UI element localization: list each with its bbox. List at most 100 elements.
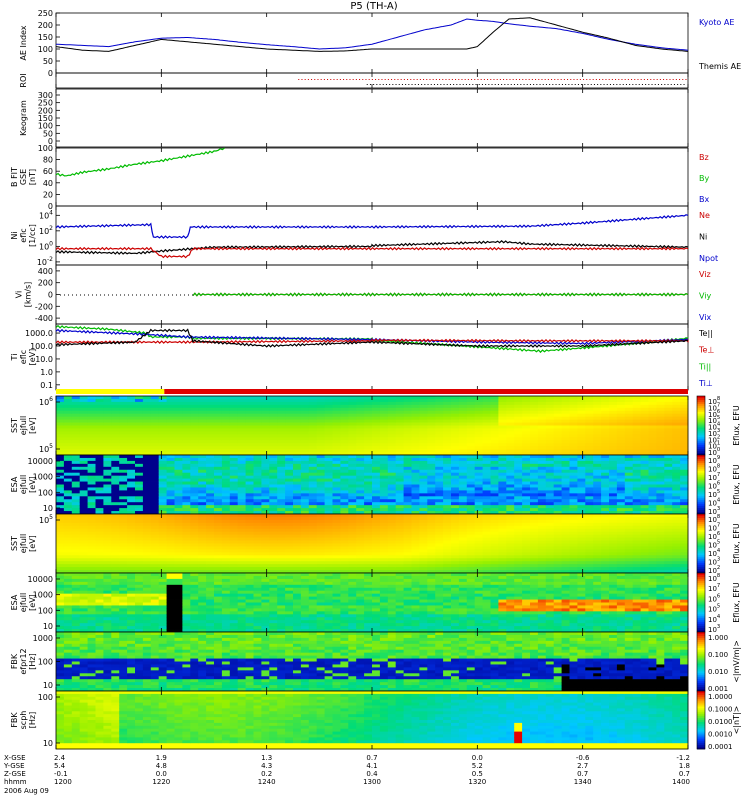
spectrogram-cell [237,522,246,527]
spectrogram-cell [285,437,294,441]
spectrogram-cell [332,460,341,465]
spectrogram-cell [569,475,578,479]
spectrogram-cell [198,522,207,527]
spectrogram-cell [63,396,73,400]
spectrogram-cell [95,475,104,479]
spectrogram-cell [103,431,112,435]
spectrogram-cell [56,531,65,536]
roi-mark [670,84,672,85]
spectrogram-cell [190,407,199,412]
spectrogram-cell [150,534,160,538]
series-line-te [55,328,689,348]
spectrogram-cell [182,460,191,465]
spectrogram-cell [624,487,634,491]
spectrogram-cell [142,437,152,441]
spectrogram-cell [95,428,104,432]
spectrogram-cell [680,457,689,462]
spectrogram-cell [245,478,254,482]
spectrogram-cell [103,546,112,550]
spectrogram-cell [135,484,144,488]
spectrogram-cell [182,469,191,474]
spectrogram-cell [530,401,539,406]
spectrogram-cell [680,463,689,468]
colorbar-cell [697,512,705,515]
spectrogram-cell [474,425,483,429]
spectrogram-cell [514,416,523,420]
spectrogram-cell [316,443,325,447]
spectrogram-cell [403,437,412,441]
spectrogram-cell [119,555,128,559]
spectrogram-cell [237,478,246,482]
spectrogram-cell [135,449,144,453]
spectrogram-cell [87,552,96,556]
spectrogram-cell [142,452,152,456]
spectrogram-cell [221,413,231,418]
spectrogram-cell [214,552,223,556]
spectrogram-cell [522,493,531,497]
spectrogram-cell [530,475,539,479]
spectrogram-cell [56,401,65,406]
spectrogram-cell [609,404,618,409]
spectrogram-cell [648,484,657,488]
spectrogram-cell [648,505,657,509]
spectrogram-cell [245,475,254,479]
roi-mark [528,79,530,80]
spectrogram-cell [474,460,483,465]
spectrogram-cell [474,416,483,420]
spectrogram-cell [277,440,286,444]
spectrogram-cell [95,466,104,471]
spectrogram-cell [624,457,634,462]
spectrogram-cell [601,425,610,429]
spectrogram-cell [71,449,81,453]
roi-mark [349,79,351,80]
spectrogram-cell [553,463,562,468]
spectrogram-cell [419,428,428,432]
spectrogram-cell [111,514,120,518]
spectrogram-cell [103,552,112,556]
colorbar-tick-label: 108 [708,396,720,406]
spectrogram-cell [166,499,175,503]
spectrogram-cell [237,567,246,571]
colorbar-tick-label: 103 [708,428,720,438]
spectrogram-cell [229,472,239,477]
spectrogram-cell [530,463,539,468]
spectrogram-cell [285,543,294,547]
spectrogram-cell [340,422,349,426]
spectrogram-cell [56,508,65,512]
spectrogram-cell [182,496,191,500]
spectrogram-cell [79,519,88,524]
spectrogram-cell [553,481,562,485]
spectrogram-cell [545,404,555,409]
spectrogram-cell [190,555,199,559]
spectrogram-cell [640,425,649,429]
spectrogram-cell [324,416,333,420]
spectrogram-cell [506,546,515,550]
spectrogram-cell [348,516,357,521]
spectrogram-cell [427,552,436,556]
spectrogram-cell [522,478,531,482]
spectrogram-cell [166,546,175,550]
spectrogram-cell [269,446,278,450]
spectrogram-cell [221,552,231,556]
spectrogram-cell [198,502,207,506]
spectrogram-cell [87,396,96,400]
spectrogram-cell [206,425,215,429]
spectrogram-cell [324,522,333,527]
spectrogram-cell [601,475,610,479]
spectrogram-cell [63,455,73,459]
spectrogram-cells [56,455,689,515]
spectrogram-cell [616,419,626,423]
spectrogram-cell [403,396,412,400]
spectrogram-cell [632,455,641,459]
spectrogram-cell [474,508,483,512]
spectrogram-cell [616,434,626,438]
spectrogram-cell [221,546,231,550]
spectrogram-cell [672,443,681,447]
spectrogram-cell [364,540,373,544]
spectrogram-cell [293,437,302,441]
spectrogram-cell [506,452,515,456]
spectrogram-cell [214,419,223,423]
spectrogram-cell [237,502,246,506]
spectrogram-cell [403,416,412,420]
spectrogram-cell [372,452,381,456]
